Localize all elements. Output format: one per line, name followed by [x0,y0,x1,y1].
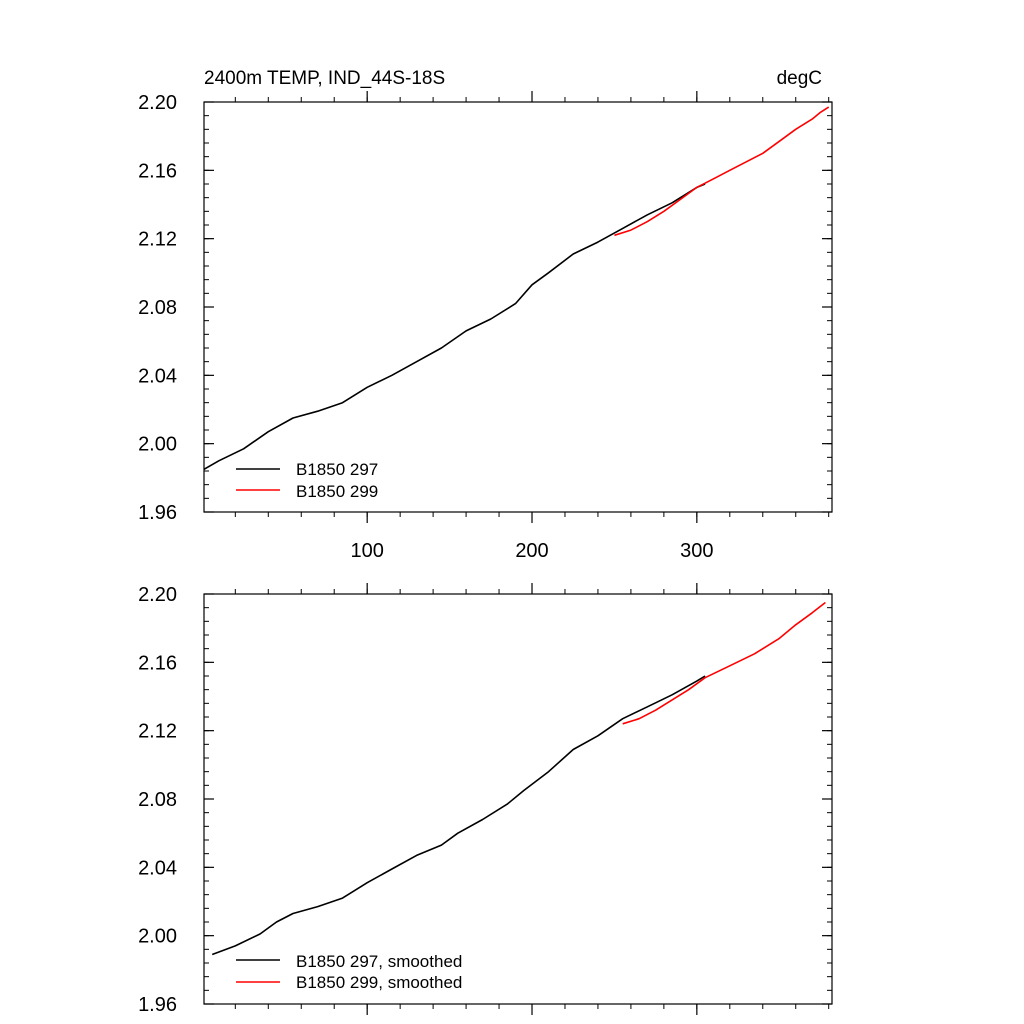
top-y-tick-label: 2.00 [138,434,177,456]
top-y-tick-label: 2.16 [138,160,177,182]
bottom-y-tick-label: 1.96 [138,994,177,1016]
bottom-y-tick-label: 2.08 [138,789,177,811]
bottom-y-tick-label: 2.04 [138,857,177,879]
panel-bottom: 1.96 2.00 2.04 2.08 2.12 2.16 2.20 [138,583,833,1016]
bottom-series-line-1 [622,601,826,725]
legend-top: B1850 297 B1850 299 [236,460,378,501]
chart-title: 2400m TEMP, IND_44S-18S [204,68,445,89]
top-y-tick-label: 1.96 [138,502,177,524]
top-y-tick-label: 2.08 [138,297,177,319]
top-y-tick-label: 2.12 [138,229,177,251]
panel-top: 1.96 2.00 2.04 2.08 2.12 2.16 2.20 100 200 300 [138,91,833,562]
legend-label-297-smoothed: B1850 297, smoothed [296,952,462,971]
legend-label-299: B1850 299 [296,482,378,501]
top-y-tick-label: 2.04 [138,365,177,387]
legend-label-297: B1850 297 [296,460,378,479]
top-series-line-1 [614,106,830,237]
top-x-tick-label: 200 [515,540,548,562]
top-x-tick-label: 300 [680,540,713,562]
top-x-tick-label: 100 [350,540,383,562]
legend-bottom: B1850 297, smoothed B1850 299, smoothed [236,952,462,992]
bottom-plot-frame [203,593,833,1005]
bottom-y-tick-label: 2.16 [138,652,177,674]
legend-label-299-smoothed: B1850 299, smoothed [296,973,462,992]
bottom-y-tick-label: 2.20 [138,584,177,606]
bottom-series-line-0 [211,675,706,956]
bottom-y-tick-label: 2.00 [138,926,177,948]
bottom-y-tick-label: 2.12 [138,721,177,743]
top-y-tick-label: 2.20 [138,92,177,114]
top-plot-frame [203,101,833,513]
chart-units: degC [777,68,822,89]
top-series-line-0 [203,183,706,470]
